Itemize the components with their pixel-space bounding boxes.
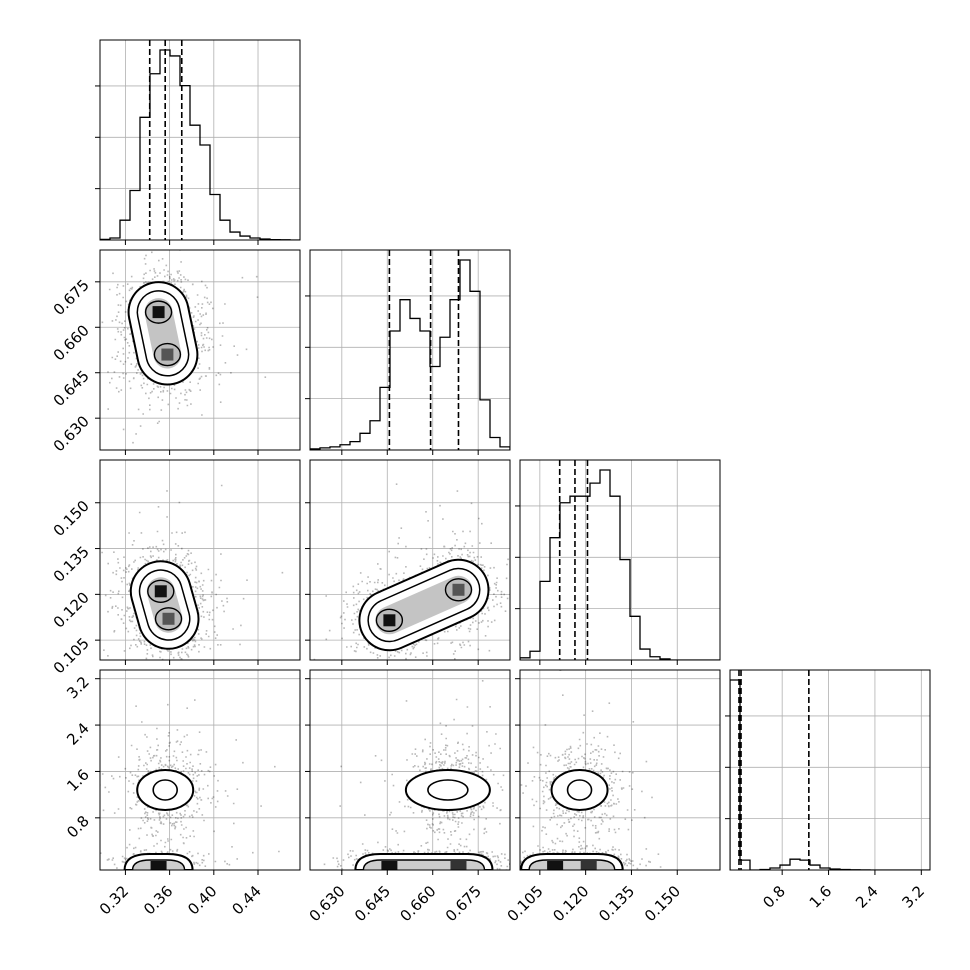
x-tick-label: 0.40: [184, 882, 220, 918]
panel-frame: [99, 249, 301, 451]
panel-frame: [309, 249, 511, 451]
histogram-1: [310, 259, 510, 450]
panel-content: [323, 680, 510, 870]
panel-2-1: [305, 459, 511, 665]
panel-frame: [309, 669, 511, 871]
panel-3-1: [305, 669, 511, 875]
y-tick-label: 0.675: [50, 276, 93, 319]
x-tick-label: 0.150: [641, 882, 684, 925]
y-tick-label: 0.105: [50, 634, 93, 677]
x-tick-label: 0.675: [442, 882, 485, 925]
contour-band-inner: [528, 859, 616, 870]
histogram-2: [520, 469, 720, 660]
contour-inner: [152, 779, 178, 801]
contour-inner: [566, 779, 593, 801]
x-tick-label: 0.135: [595, 882, 638, 925]
y-tick-label: 0.135: [50, 543, 93, 586]
panel-frame: [309, 459, 511, 661]
x-tick-label: 0.44: [228, 882, 264, 918]
panel-1-1: [305, 249, 511, 455]
histogram-3: [730, 679, 930, 870]
panel-content: [313, 483, 509, 660]
density-peak: [154, 585, 167, 598]
x-tick-label: 0.645: [351, 882, 394, 925]
panel-content: [101, 484, 284, 660]
panel-frame: [729, 669, 931, 871]
density-peak: [381, 861, 398, 870]
panel-2-2: [515, 459, 721, 665]
panel-frame: [99, 459, 301, 661]
x-tick-label: 0.120: [549, 882, 592, 925]
panel-0-0: [95, 39, 301, 245]
y-tick-label: 0.120: [50, 588, 93, 631]
y-tick-label: 2.4: [63, 719, 93, 749]
panel-3-2: [515, 669, 721, 875]
panel-content: [101, 250, 267, 444]
y-tick-label: 0.8: [63, 812, 93, 842]
y-tick-label: 0.645: [50, 367, 93, 410]
scatter-points: [101, 250, 267, 444]
histogram-0: [100, 49, 300, 240]
density-peak: [150, 861, 167, 870]
x-tick-label: 0.36: [140, 882, 176, 918]
panel-1-0: [95, 249, 301, 455]
panel-frame: [99, 669, 301, 871]
x-tick-label: 0.32: [96, 882, 132, 918]
y-tick-label: 1.6: [63, 766, 93, 796]
x-tick-label: 2.4: [852, 882, 882, 912]
density-peak: [547, 861, 564, 870]
y-tick-label: 3.2: [63, 673, 93, 703]
x-tick-label: 1.6: [806, 882, 836, 912]
density-peak: [452, 583, 465, 596]
x-tick-label: 0.660: [396, 882, 439, 925]
panel-2-0: [95, 459, 301, 665]
y-tick-label: 0.630: [50, 412, 93, 455]
panel-frame: [519, 459, 721, 661]
panel-3-3: [725, 669, 931, 875]
density-peak: [161, 348, 174, 361]
density-peak: [450, 861, 467, 870]
panel-content: [520, 670, 662, 870]
density-peak: [162, 612, 175, 625]
y-tick-label: 0.150: [50, 497, 93, 540]
panel-frame: [99, 39, 301, 241]
x-tick-label: 3.2: [899, 882, 929, 912]
density-peak: [152, 306, 165, 319]
x-tick-label: 0.105: [504, 882, 547, 925]
x-tick-label: 0.630: [306, 882, 349, 925]
density-peak: [580, 861, 597, 870]
density-peak: [383, 614, 396, 627]
y-tick-label: 0.660: [50, 321, 93, 364]
panel-frame: [519, 669, 721, 871]
contour-inner: [427, 779, 469, 801]
x-tick-label: 0.8: [759, 882, 789, 912]
panel-3-0: [95, 669, 301, 875]
panel-content: [100, 699, 280, 870]
